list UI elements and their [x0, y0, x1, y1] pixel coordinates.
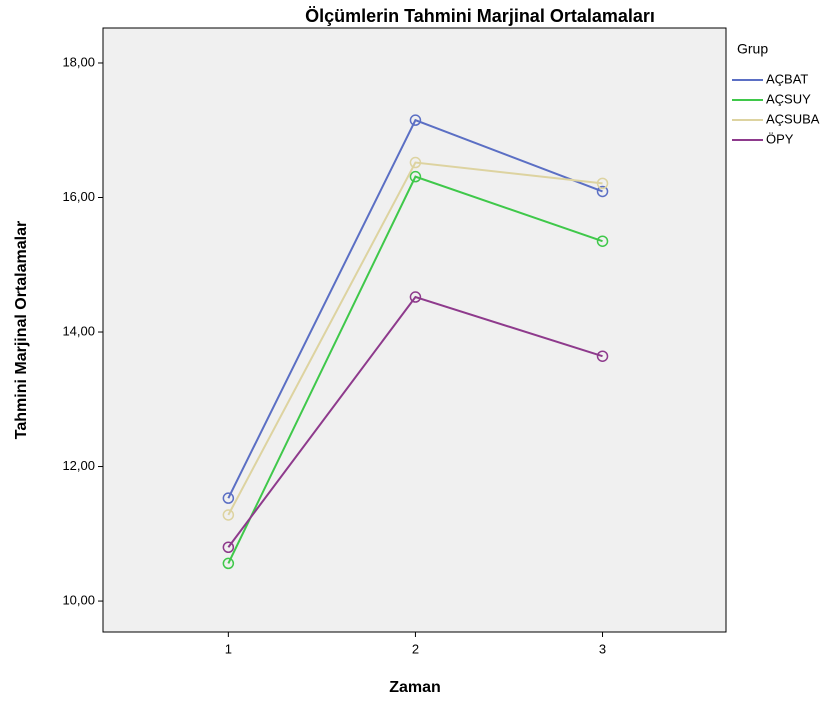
- point-marker: [596, 350, 609, 362]
- point-marker: [596, 185, 609, 198]
- x-axis-label: Zaman: [389, 679, 441, 696]
- x-tick-label: 1: [225, 641, 232, 656]
- y-tick-label: 12,00: [62, 458, 95, 473]
- point-marker: [409, 114, 422, 126]
- point-marker: [409, 291, 422, 303]
- legend-label: AÇSUBA: [766, 111, 820, 126]
- plot-area: [102, 27, 727, 633]
- point-marker: [409, 170, 422, 183]
- x-tick-label: 3: [599, 641, 606, 656]
- series-line: [227, 295, 603, 548]
- series-line: [227, 161, 603, 516]
- point-marker: [222, 509, 235, 521]
- legend-title: Grup: [737, 41, 768, 57]
- y-tick-label: 10,00: [62, 592, 95, 607]
- y-tick-label: 18,00: [62, 54, 95, 69]
- point-marker: [596, 177, 609, 190]
- legend-label: AÇSUY: [766, 91, 811, 106]
- point-marker: [222, 492, 235, 504]
- legend-label: AÇBAT: [766, 71, 808, 86]
- legend-label: ÖPY: [766, 131, 794, 146]
- point-marker: [596, 235, 609, 247]
- point-marker: [222, 557, 235, 570]
- y-axis-label: Tahmini Marjinal Ortalamalar: [13, 221, 30, 439]
- point-marker: [409, 156, 422, 169]
- x-tick-label: 2: [412, 641, 419, 656]
- series-line: [227, 118, 603, 499]
- y-tick-label: 14,00: [62, 323, 95, 338]
- point-marker: [222, 541, 235, 554]
- series-line: [227, 175, 603, 564]
- chart-title: Ölçümlerin Tahmini Marjinal Ortalamaları: [305, 6, 655, 26]
- y-tick-label: 16,00: [62, 189, 95, 204]
